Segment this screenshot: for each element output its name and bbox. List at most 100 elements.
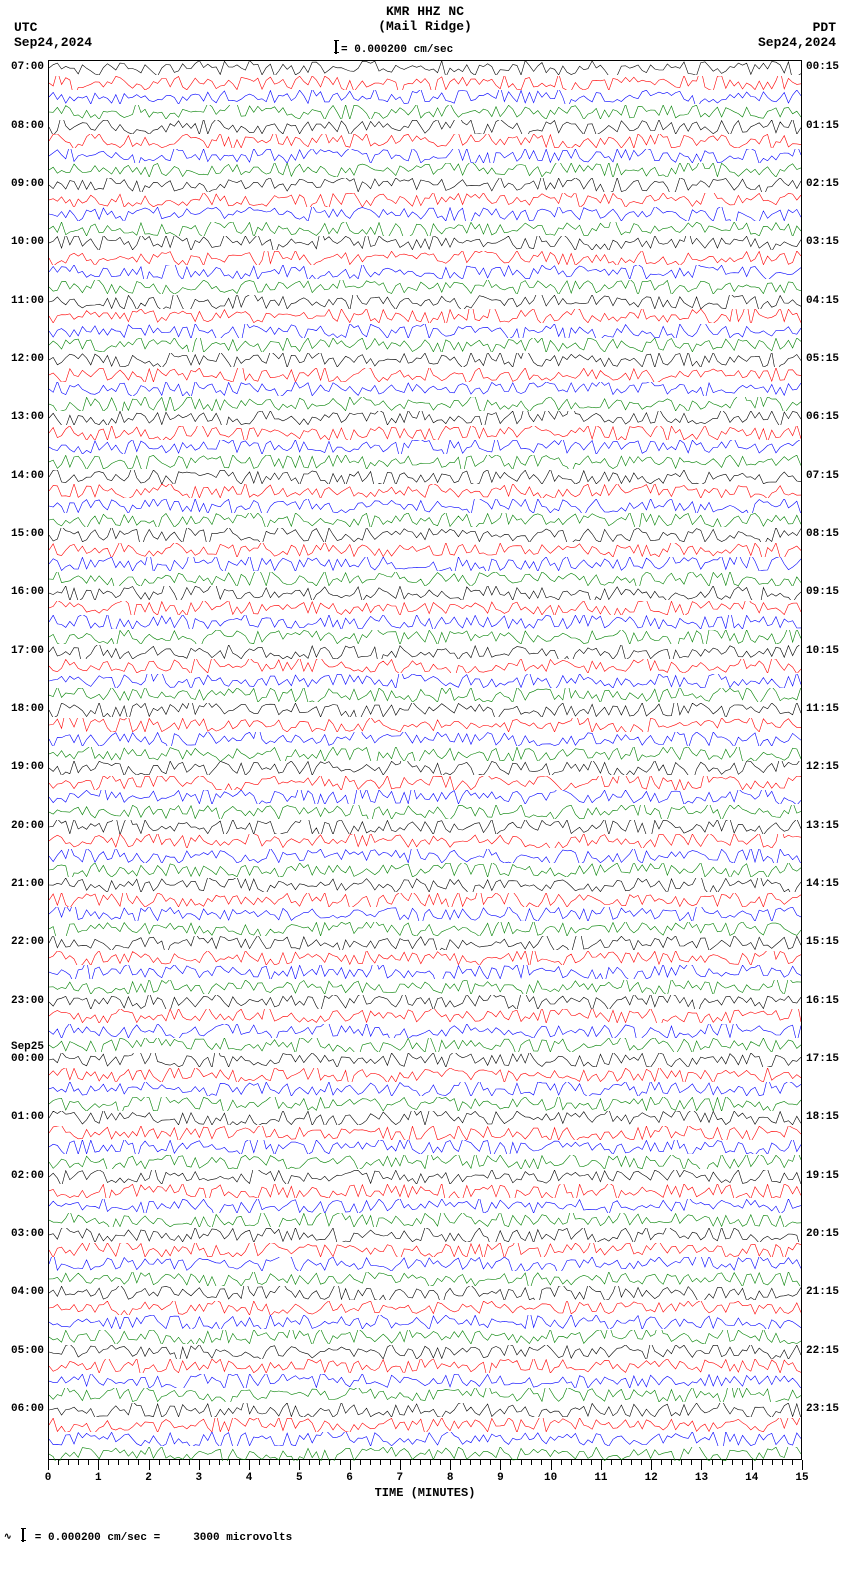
trace <box>49 703 801 717</box>
trace <box>49 1418 801 1432</box>
trace <box>49 207 801 221</box>
left-hour-label: 13:00 <box>11 411 44 423</box>
tick-major <box>299 1460 300 1470</box>
utc-block: UTC Sep24,2024 <box>14 20 92 50</box>
right-hour-label: 11:15 <box>806 703 839 715</box>
trace <box>49 849 801 863</box>
trace <box>49 1184 801 1198</box>
tick-minor <box>159 1460 160 1465</box>
trace <box>49 630 801 644</box>
right-hour-label: 01:15 <box>806 120 839 132</box>
tick-minor <box>772 1460 773 1465</box>
right-hour-label: 07:15 <box>806 470 839 482</box>
trace <box>49 805 801 819</box>
tick-label: 1 <box>95 1472 102 1484</box>
right-hour-label: 06:15 <box>806 411 839 423</box>
tick-minor <box>380 1460 381 1465</box>
trace <box>49 776 801 790</box>
tick-minor <box>239 1460 240 1465</box>
trace <box>49 1243 801 1257</box>
left-hour-label: 05:00 <box>11 1345 44 1357</box>
trace <box>49 732 801 746</box>
left-hour-label: 20:00 <box>11 820 44 832</box>
left-hour-label: 12:00 <box>11 353 44 365</box>
tick-minor <box>722 1460 723 1465</box>
right-hour-label: 04:15 <box>806 295 839 307</box>
trace <box>49 163 801 177</box>
trace <box>49 236 801 250</box>
tick-major <box>752 1460 753 1470</box>
tick-minor <box>531 1460 532 1465</box>
left-hour-label: 10:00 <box>11 236 44 248</box>
trace <box>49 1403 801 1417</box>
trace <box>49 747 801 761</box>
trace <box>49 1082 801 1096</box>
trace <box>49 1447 801 1461</box>
scale-bar-icon <box>335 40 337 54</box>
trace <box>49 1345 801 1359</box>
trace <box>49 528 801 542</box>
trace <box>49 324 801 338</box>
tick-minor <box>782 1460 783 1465</box>
title-block: KMR HHZ NC (Mail Ridge) <box>378 4 472 34</box>
left-hour-label: 17:00 <box>11 645 44 657</box>
tick-minor <box>118 1460 119 1465</box>
left-hour-label: 23:00 <box>11 995 44 1007</box>
trace <box>49 455 801 469</box>
trace <box>49 76 801 90</box>
tick-minor <box>169 1460 170 1465</box>
right-hour-label: 17:15 <box>806 1053 839 1065</box>
left-hour-label: 22:00 <box>11 936 44 948</box>
trace <box>49 513 801 527</box>
trace <box>49 1228 801 1242</box>
left-tz: UTC <box>14 20 92 35</box>
trace <box>49 134 801 148</box>
trace <box>49 265 801 279</box>
tick-minor <box>88 1460 89 1465</box>
trace <box>49 645 801 659</box>
trace <box>49 309 801 323</box>
tick-minor <box>319 1460 320 1465</box>
left-hour-label: 03:00 <box>11 1228 44 1240</box>
tick-label: 5 <box>296 1472 303 1484</box>
x-axis-title: TIME (MINUTES) <box>375 1486 476 1500</box>
tick-minor <box>410 1460 411 1465</box>
tick-minor <box>742 1460 743 1465</box>
trace <box>49 834 801 848</box>
left-hour-label: 02:00 <box>11 1170 44 1182</box>
tick-label: 8 <box>447 1472 454 1484</box>
tick-minor <box>732 1460 733 1465</box>
trace <box>49 338 801 352</box>
tick-minor <box>430 1460 431 1465</box>
tick-minor <box>691 1460 692 1465</box>
trace <box>49 1388 801 1402</box>
tick-minor <box>621 1460 622 1465</box>
trace <box>49 1315 801 1329</box>
tick-minor <box>561 1460 562 1465</box>
tick-label: 13 <box>695 1472 708 1484</box>
trace <box>49 863 801 877</box>
right-hour-label: 19:15 <box>806 1170 839 1182</box>
tick-minor <box>611 1460 612 1465</box>
tick-minor <box>521 1460 522 1465</box>
trace <box>49 543 801 557</box>
left-hour-label: 09:00 <box>11 178 44 190</box>
tick-minor <box>480 1460 481 1465</box>
tick-minor <box>309 1460 310 1465</box>
trace <box>49 426 801 440</box>
left-hour-label: 11:00 <box>11 295 44 307</box>
left-hour-label: 18:00 <box>11 703 44 715</box>
left-hour-label: 07:00 <box>11 61 44 73</box>
trace <box>49 251 801 265</box>
left-hour-label: 21:00 <box>11 878 44 890</box>
right-hour-label: 16:15 <box>806 995 839 1007</box>
tick-major <box>400 1460 401 1470</box>
tick-minor <box>209 1460 210 1465</box>
right-hour-label: 21:15 <box>806 1286 839 1298</box>
tick-minor <box>420 1460 421 1465</box>
left-hour-label: 16:00 <box>11 586 44 598</box>
tick-major <box>149 1460 150 1470</box>
trace <box>49 295 801 309</box>
tick-major <box>350 1460 351 1470</box>
right-hour-label: 15:15 <box>806 936 839 948</box>
